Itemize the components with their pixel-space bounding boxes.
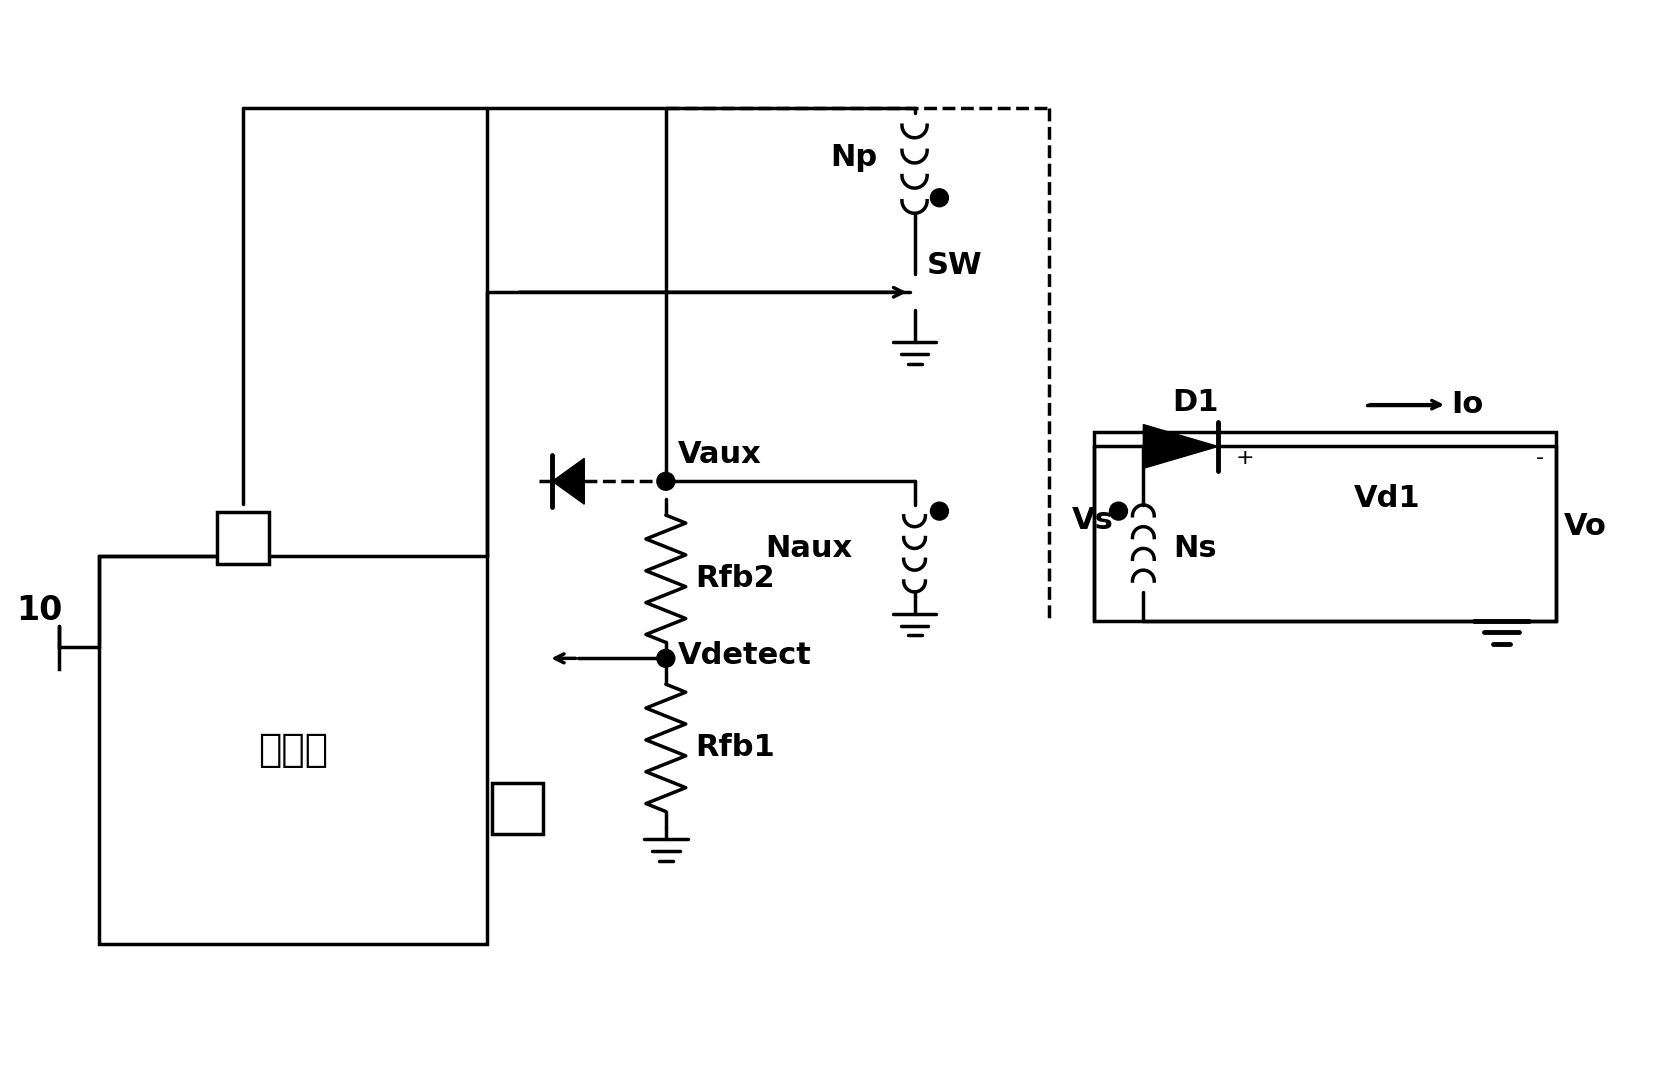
Text: Vo: Vo	[1564, 512, 1605, 540]
Text: Ns: Ns	[1172, 534, 1216, 563]
Circle shape	[657, 472, 674, 490]
Text: Vaux: Vaux	[677, 440, 761, 469]
Circle shape	[657, 649, 674, 667]
Bar	[492, 782, 543, 835]
Text: Rfb1: Rfb1	[695, 733, 775, 762]
Polygon shape	[1142, 424, 1216, 468]
Circle shape	[930, 502, 948, 520]
Polygon shape	[553, 458, 584, 504]
Text: D1: D1	[1172, 388, 1218, 417]
Text: Io: Io	[1451, 390, 1483, 419]
Text: Np: Np	[829, 144, 877, 173]
Text: 10: 10	[17, 594, 63, 627]
Circle shape	[930, 189, 948, 207]
Text: +: +	[1235, 449, 1254, 468]
Text: Vdetect: Vdetect	[677, 641, 811, 669]
Text: Vs: Vs	[1071, 506, 1112, 535]
Text: Vd1: Vd1	[1352, 484, 1420, 513]
Bar	[217, 512, 268, 564]
Bar	[1092, 432, 1556, 620]
Bar	[99, 555, 487, 943]
Text: Naux: Naux	[765, 534, 852, 563]
Text: Rfb2: Rfb2	[695, 564, 775, 594]
Circle shape	[1109, 502, 1127, 520]
Text: SW: SW	[925, 252, 981, 280]
Text: 控制器: 控制器	[258, 731, 328, 769]
Text: -: -	[1536, 449, 1544, 468]
